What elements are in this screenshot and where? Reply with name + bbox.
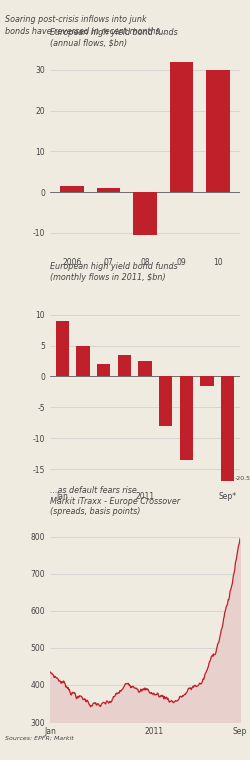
Bar	[60, 186, 84, 192]
Bar	[180, 376, 193, 460]
Text: * Figures are to 14 September: * Figures are to 14 September	[140, 528, 236, 534]
Bar	[200, 376, 214, 386]
Bar	[206, 70, 230, 192]
Text: Soaring post-crisis inflows into junk
bonds have reversed in recent months...: Soaring post-crisis inflows into junk bo…	[5, 15, 167, 36]
Bar	[97, 364, 110, 376]
Bar	[138, 361, 152, 376]
Text: ...as default fears rise
Markit iTraxx - Europe Crossover
(spreads, basis points: ...as default fears rise Markit iTraxx -…	[50, 486, 180, 516]
Bar	[133, 192, 157, 235]
Text: Sources: EPFR; Markit: Sources: EPFR; Markit	[5, 736, 74, 741]
Text: -20.5%: -20.5%	[235, 476, 250, 481]
Bar	[96, 188, 120, 192]
Bar	[221, 376, 234, 481]
Text: European high yield bond funds
(annual flows, $bn): European high yield bond funds (annual f…	[50, 28, 178, 47]
Bar	[170, 62, 194, 192]
Text: European high yield bond funds
(monthly flows in 2011, $bn): European high yield bond funds (monthly …	[50, 262, 178, 282]
Bar	[118, 355, 131, 376]
Bar	[159, 376, 172, 426]
Bar	[56, 321, 69, 376]
Bar	[76, 346, 90, 376]
